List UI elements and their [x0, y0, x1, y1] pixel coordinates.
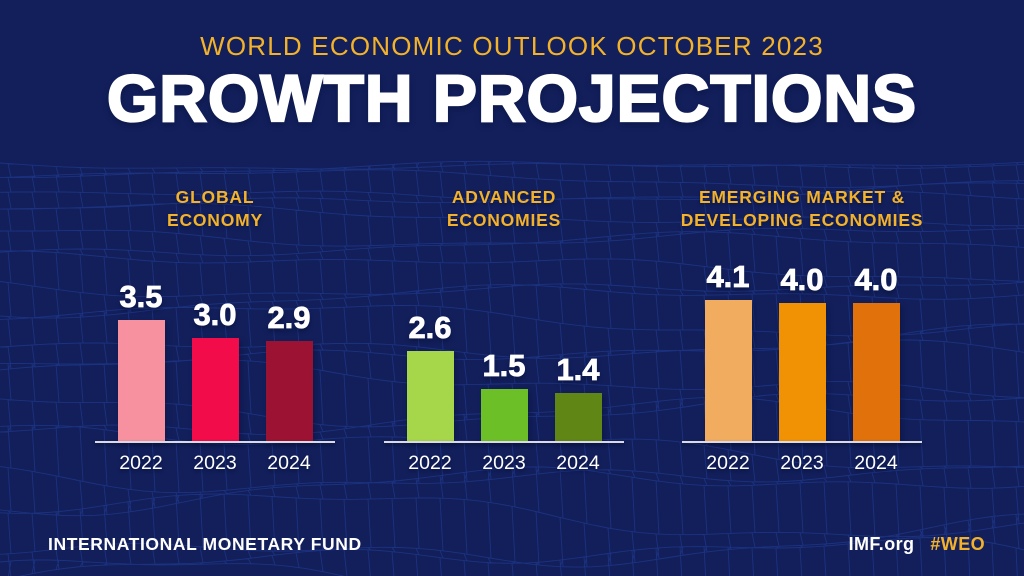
bar: [852, 303, 900, 441]
bar: [704, 299, 752, 441]
bar-value-label: 1.5: [482, 348, 526, 384]
bar: [265, 341, 313, 441]
page-title: GROWTH PROJECTIONS: [106, 60, 918, 136]
group-title-line: ECONOMY: [166, 210, 264, 231]
year-label: 2022: [408, 452, 452, 474]
group-title: EMERGING MARKET & DEVELOPING ECONOMIES: [652, 186, 952, 232]
bar-value-label: 2.9: [267, 299, 311, 336]
bar-value-label: 4.1: [706, 258, 750, 294]
year-label: 2024: [267, 452, 311, 474]
bar-column: 1.5: [480, 348, 528, 441]
year-label: 2024: [556, 452, 600, 474]
bar-column: 2.9: [265, 300, 313, 441]
bar-value-label: 3.0: [193, 296, 237, 332]
bar-column: 3.5: [117, 279, 165, 441]
chart-group: ADVANCED ECONOMIES 2.6 1.5 1.4 2022 2023 2024: [384, 0, 624, 576]
footer-hashtag: #WEO: [930, 534, 985, 554]
bar: [406, 351, 454, 441]
bar: [191, 337, 239, 441]
footer-org-name: INTERNATIONAL MONETARY FUND: [48, 534, 362, 554]
bar: [117, 320, 165, 441]
bar: [480, 389, 528, 441]
bar: [554, 392, 602, 441]
bars-row: 4.1 4.0 4.0: [682, 258, 922, 441]
group-title-line: GLOBAL: [175, 187, 255, 207]
group-title-line: ECONOMIES: [446, 210, 562, 231]
year-label: 2023: [780, 452, 824, 474]
bars-row: 2.6 1.5 1.4: [384, 310, 624, 441]
year-label: 2023: [193, 452, 237, 474]
group-title-line: DEVELOPING ECONOMIES: [680, 210, 924, 231]
group-title: GLOBAL ECONOMY: [65, 186, 365, 232]
year-label: 2022: [706, 452, 750, 474]
bar-column: 2.6: [406, 310, 454, 441]
axis-baseline: [682, 440, 922, 443]
footer-site-label: IMF.org: [848, 534, 915, 554]
years-row: 2022 2023 2024: [384, 452, 624, 475]
bar-column: 4.0: [778, 262, 826, 441]
footer-links: IMF.org #WEO: [849, 534, 985, 555]
bar-column: 3.0: [191, 296, 239, 441]
chart-group: GLOBAL ECONOMY 3.5 3.0 2.9 2022 2023 2024: [95, 0, 335, 576]
year-label: 2024: [854, 452, 898, 474]
bar-value-label: 4.0: [780, 262, 824, 298]
axis-baseline: [384, 440, 624, 443]
report-subtitle: WORLD ECONOMIC OUTLOOK OCTOBER 2023: [200, 31, 824, 61]
bar-value-label: 2.6: [408, 310, 452, 346]
bar-value-label: 1.4: [556, 351, 600, 387]
year-label: 2023: [482, 452, 526, 474]
group-title: ADVANCED ECONOMIES: [354, 186, 654, 232]
bar-value-label: 3.5: [119, 279, 163, 315]
bar-value-label: 4.0: [854, 262, 898, 298]
axis-baseline: [95, 440, 335, 443]
year-label: 2022: [119, 452, 163, 474]
group-title-line: ADVANCED: [451, 187, 557, 207]
group-title-line: EMERGING MARKET &: [698, 187, 906, 207]
chart-group: EMERGING MARKET & DEVELOPING ECONOMIES 4.1…: [681, 0, 923, 576]
years-row: 2022 2023 2024: [682, 452, 922, 475]
bars-row: 3.5 3.0 2.9: [95, 279, 335, 441]
bar-column: 4.0: [852, 262, 900, 441]
bar: [778, 303, 826, 441]
bar-column: 1.4: [554, 351, 602, 441]
years-row: 2022 2023 2024: [95, 452, 335, 475]
bar-column: 4.1: [704, 258, 752, 441]
